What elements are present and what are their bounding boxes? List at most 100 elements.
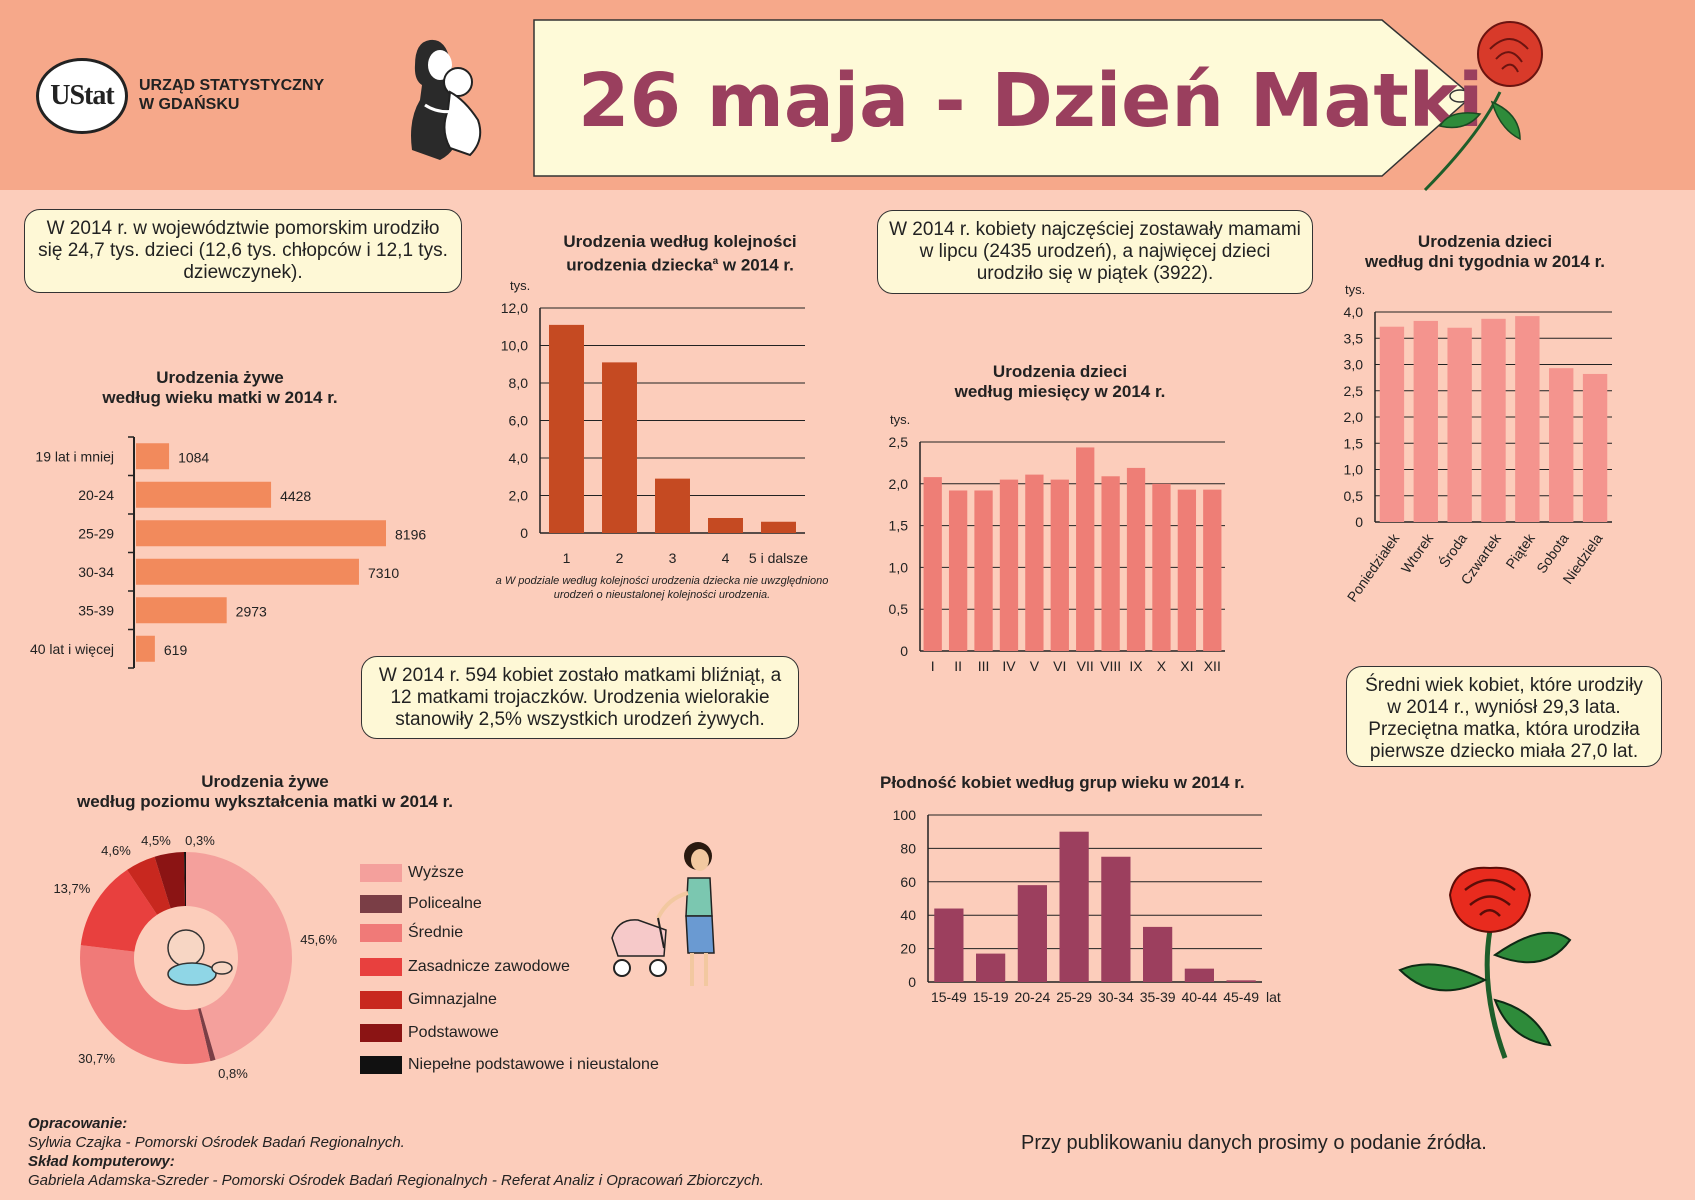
month-category-label: II [954,658,962,674]
fert-bar [934,908,964,982]
education-legend-item: Średnie [360,924,463,942]
fert-ytick-label: 80 [900,840,916,856]
week-chart-title-line1: Urodzenia dzieci [1417,232,1553,251]
age-value-label: 619 [164,642,188,658]
month-bar [999,479,1019,651]
month-bar [974,490,993,651]
week-bar [1582,373,1608,522]
order-bar [549,324,584,533]
order-ytick-label: 4,0 [509,450,529,466]
week-category-label: Poniedziałek [1344,530,1403,605]
education-legend-item: Podstawowe [360,1024,499,1042]
education-slice [80,945,211,1064]
age-value-label: 2973 [236,603,267,619]
education-chart-title-line1: Urodzenia żywe [201,772,329,791]
order-category-label: 2 [616,550,624,566]
order-bar [761,521,796,533]
month-chart-title: Urodzenia dzieci według miesięcy w 2014 … [900,362,1220,402]
order-ytick-label: 8,0 [509,375,529,391]
age-value-label: 1084 [178,449,209,465]
rose-bottom-illustration [1398,866,1572,1059]
education-slice-label: 0,8% [218,1066,248,1081]
education-legend-item: Policealne [360,895,482,913]
week-bar [1447,327,1472,522]
legend-swatch [360,864,402,882]
order-chart-title: Urodzenia według kolejności urodzenia dz… [520,232,840,276]
fertility-chart-title: Płodność kobiet według grup wieku w 2014… [880,773,1245,792]
week-ytick-label: 1,0 [1344,462,1364,478]
legend-label: Wyższe [408,864,464,881]
mother-stroller-illustration [611,842,715,986]
baby-head-icon [167,929,205,967]
month-category-label: VIII [1100,658,1121,674]
legend-swatch [360,991,402,1009]
org-line-2: W GDAŃSKU [139,96,240,113]
fert-bar [1101,856,1131,982]
legend-swatch [360,958,402,976]
org-line-1: URZĄD STATYSTYCZNY [139,77,325,94]
order-ytick-label: 0 [520,525,528,541]
fert-category-label: 35-39 [1140,989,1176,1005]
education-slice-label: 13,7% [53,881,90,896]
month-category-label: I [931,658,935,674]
order-title-footnote-mark: a [712,256,719,267]
month-category-label: VII [1077,658,1094,674]
week-category-label: Wtorek [1398,530,1437,576]
week-bar [1481,318,1506,522]
credits: Opracowanie: Sylwia Czajka - Pomorski Oś… [28,1114,764,1190]
month-ytick-label: 0,5 [889,601,909,617]
legend-swatch [360,1056,402,1074]
month-ytick-label: 2,0 [889,476,909,492]
week-ytick-label: 0,5 [1344,488,1364,504]
week-ytick-label: 3,5 [1344,330,1364,346]
education-slice [127,856,171,915]
page-title: 26 maja - Dzień Matki [578,58,1484,144]
source-note: Przy publikowaniu danych prosimy o podan… [1021,1132,1487,1154]
twins-note: W 2014 r. 594 kobiet zostało matkami bli… [361,656,799,739]
logo-text: UStat [50,80,114,111]
education-slice [154,852,186,909]
education-slice [80,869,158,952]
fert-category-label: 15-49 [931,989,967,1005]
order-chart-footnote: a W podziale według kolejności urodzenia… [495,575,829,601]
legend-label: Gimnazjalne [408,991,497,1008]
legend-label: Podstawowe [408,1024,499,1041]
education-slice [186,852,293,1060]
order-chart-title-line1: Urodzenia według kolejności [563,232,797,251]
credits-prep-text: Sylwia Czajka - Pomorski Ośrodek Badań R… [28,1134,405,1151]
order-title-part-a: urodzenia dziecka [566,255,713,275]
legend-swatch [360,895,402,913]
month-bar [1076,447,1095,651]
age-bar [136,558,359,585]
education-chart-title: Urodzenia żywe według poziomu wykształce… [40,772,490,812]
fert-category-label: 45-49 [1223,989,1259,1005]
week-bar [1515,316,1540,522]
age-category-label: 25-29 [78,525,114,541]
fert-ytick-label: 100 [893,807,917,823]
education-chart-title-line2: według poziomu wykształcenia matki w 201… [76,792,454,811]
title-banner [533,19,1474,177]
age-bar [136,520,386,547]
age-category-label: 20-24 [78,487,114,503]
month-bar [1101,476,1120,651]
week-category-label: Piątek [1502,530,1538,572]
week-bar [1379,326,1405,522]
fert-ytick-label: 20 [900,941,916,957]
order-category-label: 5 i dalsze [749,550,808,566]
month-bar [1126,467,1146,651]
fert-ytick-label: 0 [908,974,916,990]
week-chart-title: Urodzenia dzieci według dni tygodnia w 2… [1330,232,1640,272]
age-bar [136,443,170,470]
legend-label: Średnie [408,924,464,941]
month-chart-title-line1: Urodzenia dzieci [992,362,1128,381]
age-bar [136,597,227,624]
organization-name: URZĄD STATYSTYCZNY W GDAŃSKU [139,76,369,114]
education-slice [197,1007,216,1062]
month-category-label: III [978,658,990,674]
age-chart-title: Urodzenia żywe według wieku matki w 2014… [60,368,380,408]
fert-bar [1059,831,1089,982]
order-bar [602,362,637,533]
fert-x-unit: lat [1266,989,1281,1005]
fert-bar [1143,926,1173,982]
